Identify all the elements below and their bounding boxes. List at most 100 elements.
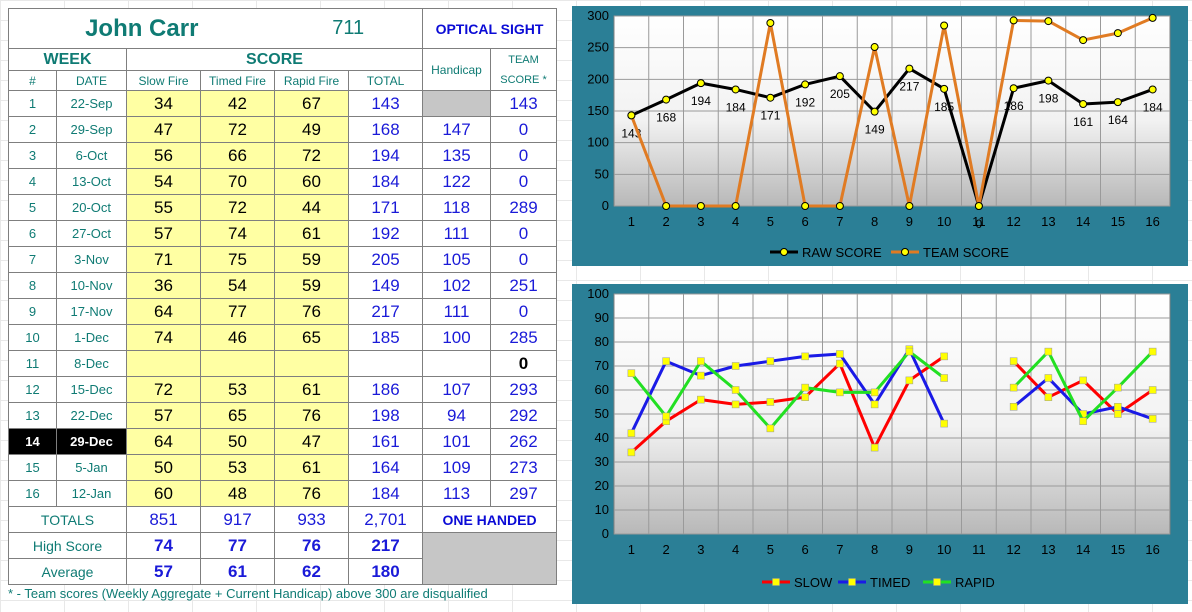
team-score-header[interactable]: TEAM SCORE * — [490, 48, 557, 91]
team-score-cell[interactable]: 289 — [490, 194, 557, 221]
total-cell[interactable]: 192 — [348, 220, 423, 247]
week-header[interactable]: WEEK — [8, 48, 127, 71]
category-label[interactable]: OPTICAL SIGHT — [422, 8, 557, 49]
slow-fire-cell[interactable]: 71 — [126, 246, 201, 273]
team-score-cell[interactable]: 273 — [490, 454, 557, 481]
week-cell[interactable]: 3 — [8, 142, 57, 169]
total-cell[interactable]: 194 — [348, 142, 423, 169]
week-cell[interactable]: 4 — [8, 168, 57, 195]
empty-gray-cell[interactable] — [422, 532, 557, 585]
rapid-fire-cell[interactable]: 59 — [274, 246, 349, 273]
total-cell[interactable]: 161 — [348, 428, 423, 455]
rapid-header[interactable]: Rapid Fire — [274, 70, 349, 91]
rapid-fire-cell[interactable]: 65 — [274, 324, 349, 351]
totals-timed[interactable]: 917 — [200, 506, 275, 533]
totals-label[interactable]: TOTALS — [8, 506, 127, 533]
timed-fire-cell[interactable]: 42 — [200, 90, 275, 117]
team-score-cell[interactable]: 251 — [490, 272, 557, 299]
total-cell[interactable] — [348, 350, 423, 377]
date-cell[interactable]: 17-Nov — [56, 298, 127, 325]
timed-fire-cell[interactable] — [200, 350, 275, 377]
total-cell[interactable]: 185 — [348, 324, 423, 351]
team-score-cell[interactable]: 262 — [490, 428, 557, 455]
rapid-fire-cell[interactable]: 76 — [274, 480, 349, 507]
rapid-fire-cell[interactable]: 59 — [274, 272, 349, 299]
week-cell[interactable]: 8 — [8, 272, 57, 299]
high-slow[interactable]: 74 — [126, 532, 201, 559]
high-total[interactable]: 217 — [348, 532, 423, 559]
rapid-fire-cell[interactable]: 76 — [274, 298, 349, 325]
rapid-fire-cell[interactable]: 72 — [274, 142, 349, 169]
handicap-header[interactable]: Handicap — [422, 48, 491, 91]
date-cell[interactable]: 3-Nov — [56, 246, 127, 273]
average-total[interactable]: 180 — [348, 558, 423, 585]
handicap-cell[interactable]: 102 — [422, 272, 491, 299]
handicap-cell[interactable]: 107 — [422, 376, 491, 403]
week-cell[interactable]: 14 — [8, 428, 57, 455]
total-cell[interactable]: 184 — [348, 480, 423, 507]
handicap-cell[interactable]: 111 — [422, 220, 491, 247]
timed-fire-cell[interactable]: 72 — [200, 194, 275, 221]
date-cell[interactable]: 29-Sep — [56, 116, 127, 143]
date-cell[interactable]: 15-Dec — [56, 376, 127, 403]
timed-fire-cell[interactable]: 48 — [200, 480, 275, 507]
date-cell[interactable]: 20-Oct — [56, 194, 127, 221]
slow-fire-cell[interactable] — [126, 350, 201, 377]
week-cell[interactable]: 13 — [8, 402, 57, 429]
totals-slow[interactable]: 851 — [126, 506, 201, 533]
total-header[interactable]: TOTAL — [348, 70, 423, 91]
date-cell[interactable]: 8-Dec — [56, 350, 127, 377]
timed-fire-cell[interactable]: 77 — [200, 298, 275, 325]
handicap-cell[interactable]: 94 — [422, 402, 491, 429]
date-cell[interactable]: 13-Oct — [56, 168, 127, 195]
handicap-cell[interactable]: 111 — [422, 298, 491, 325]
week-cell[interactable]: 16 — [8, 480, 57, 507]
timed-fire-cell[interactable]: 54 — [200, 272, 275, 299]
timed-fire-cell[interactable]: 50 — [200, 428, 275, 455]
handicap-cell[interactable]: 100 — [422, 324, 491, 351]
total-cell[interactable]: 171 — [348, 194, 423, 221]
shooter-id[interactable]: 711 — [274, 8, 423, 49]
total-cell[interactable]: 186 — [348, 376, 423, 403]
rapid-fire-cell[interactable]: 61 — [274, 454, 349, 481]
rapid-fire-cell[interactable]: 61 — [274, 376, 349, 403]
rapid-fire-cell[interactable]: 60 — [274, 168, 349, 195]
rapid-fire-cell[interactable]: 61 — [274, 220, 349, 247]
team-score-cell[interactable]: 293 — [490, 376, 557, 403]
team-score-cell[interactable]: 297 — [490, 480, 557, 507]
slow-fire-cell[interactable]: 64 — [126, 428, 201, 455]
handicap-cell[interactable]: 135 — [422, 142, 491, 169]
handicap-cell[interactable] — [422, 90, 491, 117]
slow-fire-cell[interactable]: 74 — [126, 324, 201, 351]
team-score-cell[interactable]: 143 — [490, 90, 557, 117]
rapid-fire-cell[interactable]: 44 — [274, 194, 349, 221]
team-score-cell[interactable]: 0 — [490, 350, 557, 377]
fire-type-chart[interactable]: 0 10 20 30 40 50 60 70 80 90 100 1 2 3 4 5 6 7 8 9 10 11 12 13 1… — [572, 284, 1188, 604]
slow-fire-cell[interactable]: 54 — [126, 168, 201, 195]
totals-rapid[interactable]: 933 — [274, 506, 349, 533]
one-handed-label[interactable]: ONE HANDED — [422, 506, 557, 533]
date-cell[interactable]: 12-Jan — [56, 480, 127, 507]
handicap-cell[interactable]: 113 — [422, 480, 491, 507]
shooter-name[interactable]: John Carr — [8, 8, 275, 49]
timed-fire-cell[interactable]: 70 — [200, 168, 275, 195]
timed-fire-cell[interactable]: 72 — [200, 116, 275, 143]
handicap-cell[interactable]: 147 — [422, 116, 491, 143]
timed-fire-cell[interactable]: 53 — [200, 454, 275, 481]
date-header[interactable]: DATE — [56, 70, 127, 91]
total-cell[interactable]: 198 — [348, 402, 423, 429]
timed-fire-cell[interactable]: 65 — [200, 402, 275, 429]
rapid-fire-cell[interactable] — [274, 350, 349, 377]
slow-fire-cell[interactable]: 64 — [126, 298, 201, 325]
week-cell[interactable]: 10 — [8, 324, 57, 351]
average-timed[interactable]: 61 — [200, 558, 275, 585]
team-score-cell[interactable]: 0 — [490, 246, 557, 273]
slow-fire-cell[interactable]: 34 — [126, 90, 201, 117]
team-score-cell[interactable]: 0 — [490, 298, 557, 325]
slow-fire-cell[interactable]: 60 — [126, 480, 201, 507]
total-cell[interactable]: 164 — [348, 454, 423, 481]
date-cell[interactable]: 27-Oct — [56, 220, 127, 247]
week-cell[interactable]: 7 — [8, 246, 57, 273]
total-cell[interactable]: 143 — [348, 90, 423, 117]
week-cell[interactable]: 6 — [8, 220, 57, 247]
